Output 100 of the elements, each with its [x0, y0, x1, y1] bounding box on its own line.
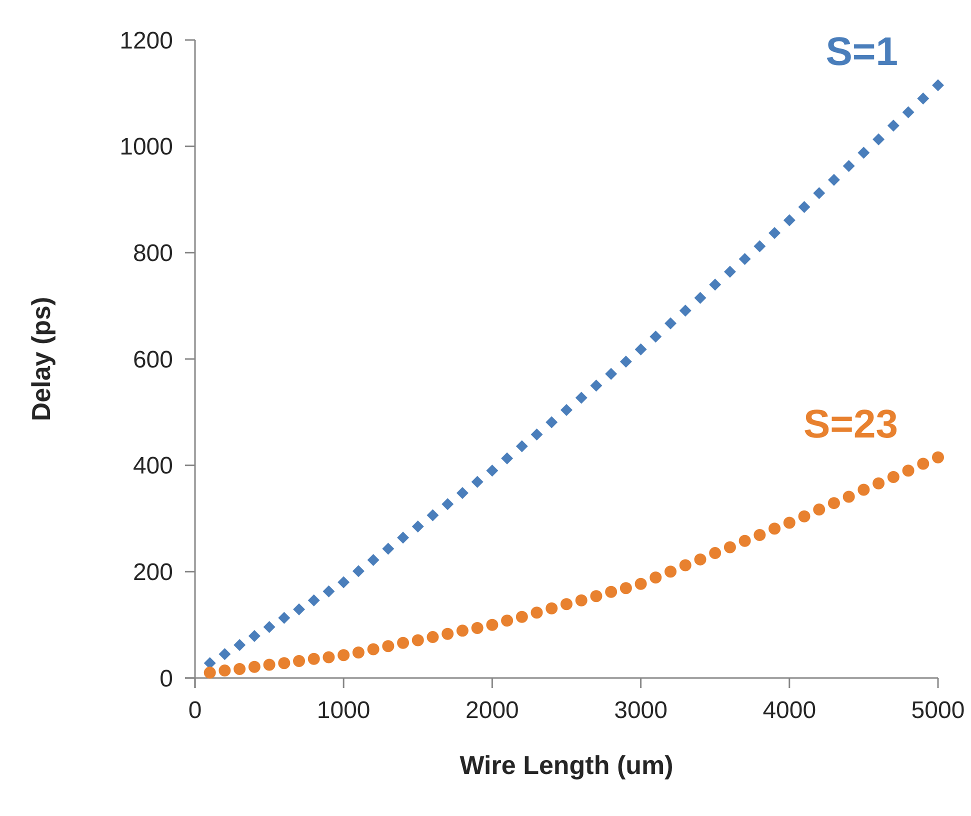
point — [456, 624, 468, 637]
point — [813, 503, 826, 516]
point — [754, 240, 766, 252]
point — [338, 649, 350, 662]
point — [590, 590, 602, 602]
point — [575, 392, 588, 404]
point — [516, 610, 528, 623]
point — [828, 174, 840, 186]
point — [367, 643, 380, 656]
y-tick-label: 200 — [132, 559, 173, 586]
point — [442, 628, 454, 640]
point — [501, 452, 514, 464]
x-tick-label: 2000 — [466, 697, 519, 724]
y-tick-label: 1000 — [120, 134, 173, 161]
point — [620, 356, 632, 368]
point — [263, 620, 276, 633]
point — [634, 578, 647, 590]
x-tick-label: 4000 — [762, 697, 816, 724]
x-tick-label: 1000 — [316, 697, 370, 724]
point — [754, 528, 766, 541]
point — [783, 516, 796, 529]
point — [412, 634, 424, 646]
point — [486, 618, 498, 631]
point — [516, 440, 528, 452]
point — [858, 146, 870, 159]
point — [724, 266, 736, 278]
point — [471, 476, 484, 488]
point — [501, 614, 514, 627]
point — [352, 565, 364, 578]
y-axis-title: Delay (ps) — [26, 296, 56, 422]
point — [709, 278, 722, 291]
point — [872, 133, 885, 146]
x-axis-title: Wire Length (um) — [460, 750, 674, 780]
point — [308, 594, 320, 606]
point — [605, 368, 618, 380]
point — [234, 639, 246, 652]
point — [902, 106, 914, 118]
point — [218, 648, 231, 660]
point — [605, 586, 618, 598]
point — [813, 187, 826, 200]
point — [798, 510, 810, 522]
point — [783, 214, 796, 226]
point — [694, 292, 706, 304]
point — [530, 606, 543, 619]
point — [412, 520, 424, 532]
point — [293, 654, 306, 667]
point — [917, 92, 930, 104]
point — [768, 522, 781, 535]
point — [932, 79, 944, 92]
point — [664, 566, 677, 578]
point — [234, 662, 246, 675]
point — [694, 553, 706, 566]
point — [679, 559, 692, 572]
point — [842, 160, 855, 172]
point — [397, 532, 410, 544]
point — [650, 572, 662, 584]
point — [204, 666, 216, 679]
point — [620, 582, 632, 594]
point — [263, 658, 276, 671]
point — [828, 497, 840, 510]
x-tick-label: 5000 — [911, 697, 965, 724]
series-label: S=23 — [803, 402, 898, 446]
point — [858, 484, 870, 496]
point — [530, 428, 543, 440]
x-tick-label: 0 — [188, 697, 202, 724]
point — [664, 317, 677, 330]
point — [709, 547, 722, 560]
point — [546, 602, 558, 614]
point — [887, 120, 900, 132]
y-tick-label: 400 — [132, 452, 173, 480]
point — [917, 458, 930, 470]
point — [798, 200, 810, 213]
point — [768, 226, 781, 239]
point — [634, 343, 647, 356]
point — [932, 451, 944, 464]
point — [308, 652, 320, 665]
point — [872, 477, 885, 490]
point — [352, 646, 364, 658]
point — [382, 542, 394, 555]
point — [650, 330, 662, 343]
point — [382, 640, 394, 652]
point — [278, 612, 290, 624]
x-tick-label: 3000 — [614, 697, 668, 724]
point — [397, 636, 410, 649]
point — [887, 471, 900, 484]
point — [322, 585, 335, 598]
point — [738, 534, 751, 547]
point — [471, 622, 484, 634]
point — [426, 509, 439, 522]
point — [679, 304, 692, 317]
y-tick-label: 0 — [160, 665, 173, 692]
point — [456, 486, 468, 499]
point — [560, 598, 572, 610]
y-tick-label: 800 — [132, 240, 173, 268]
y-tick-label: 1200 — [120, 27, 173, 54]
point — [218, 664, 231, 677]
point — [724, 541, 736, 554]
point — [322, 651, 335, 664]
point — [486, 464, 498, 477]
point — [248, 630, 260, 642]
